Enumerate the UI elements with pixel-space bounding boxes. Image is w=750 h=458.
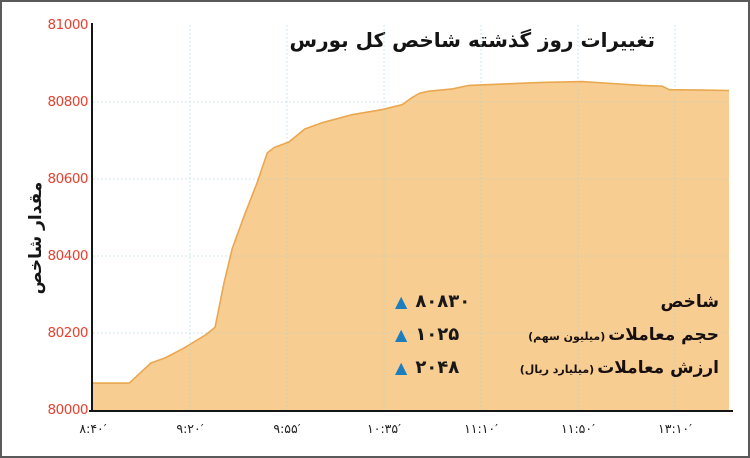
legend-label: حجم معاملات(میلیون سهم)	[528, 324, 719, 345]
y-axis-tick-label: 81000	[47, 17, 89, 33]
chart-legend: ▲ ۸۰۸۳۰ شاخص ▲ ۱۰۲۵ حجم معاملات(میلیون س…	[395, 285, 719, 384]
legend-value-group: ▲ ۸۰۸۳۰	[395, 290, 471, 312]
legend-label: شاخص	[660, 291, 719, 312]
up-triangle-icon: ▲	[395, 324, 408, 344]
legend-row-volume: ▲ ۱۰۲۵ حجم معاملات(میلیون سهم)	[395, 318, 719, 351]
y-axis-line	[91, 23, 93, 412]
x-axis-tick-label: ۱۰:۳۵′	[367, 421, 401, 436]
x-axis-line	[89, 410, 733, 412]
y-axis-tick-label: 80600	[47, 171, 89, 187]
y-axis-tick-label: 80200	[47, 325, 89, 341]
up-triangle-icon: ▲	[395, 291, 408, 311]
y-axis-tick-label: 80800	[47, 94, 89, 110]
index-line	[93, 80, 729, 384]
x-axis-tick-label: ۱۳:۱۰′	[658, 421, 692, 436]
legend-label: ارزش معاملات(میلیارد ریال)	[519, 357, 719, 378]
x-axis-tick-label: ۱۱:۱۰′	[464, 421, 498, 436]
index-area-fill	[93, 81, 729, 410]
legend-row-index: ▲ ۸۰۸۳۰ شاخص	[395, 285, 719, 318]
gridlines	[93, 25, 729, 410]
x-axis-tick-label: ۱۱:۵۰′	[561, 421, 595, 436]
legend-value-group: ▲ ۱۰۲۵	[395, 323, 460, 345]
legend-row-trade-value: ▲ ۲۰۴۸ ارزش معاملات(میلیارد ریال)	[395, 351, 719, 384]
chart-title: تغییرات روز گذشته شاخص کل بورس	[289, 28, 655, 52]
y-axis-tick-label: 80000	[47, 402, 89, 418]
legend-value: ۲۰۴۸	[415, 356, 460, 378]
area-chart-plot	[93, 25, 729, 410]
x-axis-tick-label: ۸:۴۰′	[79, 421, 107, 436]
y-axis-tick-label: 80400	[47, 248, 89, 264]
legend-value: ۱۰۲۵	[415, 323, 460, 345]
y-axis-title: مقدار شاخص	[26, 181, 46, 295]
legend-value: ۸۰۸۳۰	[415, 290, 471, 312]
x-axis-tick-label: ۹:۲۰′	[176, 421, 204, 436]
up-triangle-icon: ▲	[395, 357, 408, 377]
x-axis-tick-label: ۹:۵۵′	[273, 421, 301, 436]
legend-value-group: ▲ ۲۰۴۸	[395, 356, 460, 378]
